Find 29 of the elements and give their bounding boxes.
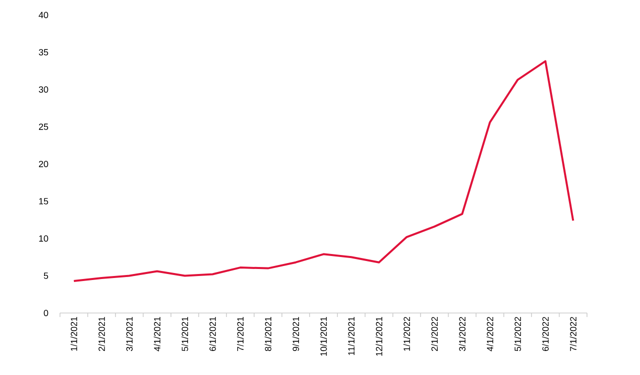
y-tick-label: 25 (38, 124, 48, 130)
y-tick-label: 35 (38, 49, 48, 56)
x-tick-label: 7/1/2022 (570, 316, 576, 351)
y-tick-label: 20 (38, 160, 48, 168)
y-tick-label: 10 (39, 235, 48, 242)
y-tick-label: 5 (44, 272, 48, 279)
x-tick-label: 2/1/2022 (431, 316, 438, 351)
x-tick-label: 7/1/2021 (236, 316, 244, 351)
x-tick-label: 2/1/2021 (98, 316, 105, 351)
y-tick-label: 0 (44, 310, 48, 316)
x-tick-label: 4/1/2022 (486, 316, 494, 352)
x-tick-label: 5/1/2021 (182, 316, 188, 352)
x-tick-label: 1/1/2021 (70, 316, 78, 351)
x-tick-label: 4/1/2021 (154, 316, 160, 352)
x-tick-label: 5/1/2022 (514, 316, 521, 352)
x-tick-label: 9/1/2021 (292, 316, 300, 351)
x-tick-label: 3/1/2021 (126, 316, 133, 352)
y-tick-label: 40 (38, 12, 48, 18)
x-tick-label: 6/1/2021 (209, 316, 216, 351)
x-tick-label: 11/1/2021 (348, 316, 355, 356)
y-tick-label: 15 (39, 198, 48, 204)
x-tick-label: 3/1/2022 (458, 316, 466, 352)
line-series (72, 60, 574, 282)
x-tick-label: 10/1/2021 (320, 316, 327, 356)
x-tick-label: 8/1/2021 (264, 316, 272, 352)
x-tick-label: 12/1/2021 (376, 316, 382, 356)
y-tick-label: 30 (38, 86, 48, 93)
x-tick-label: 1/1/2022 (403, 316, 410, 351)
x-tick-label: 6/1/2022 (542, 316, 549, 351)
